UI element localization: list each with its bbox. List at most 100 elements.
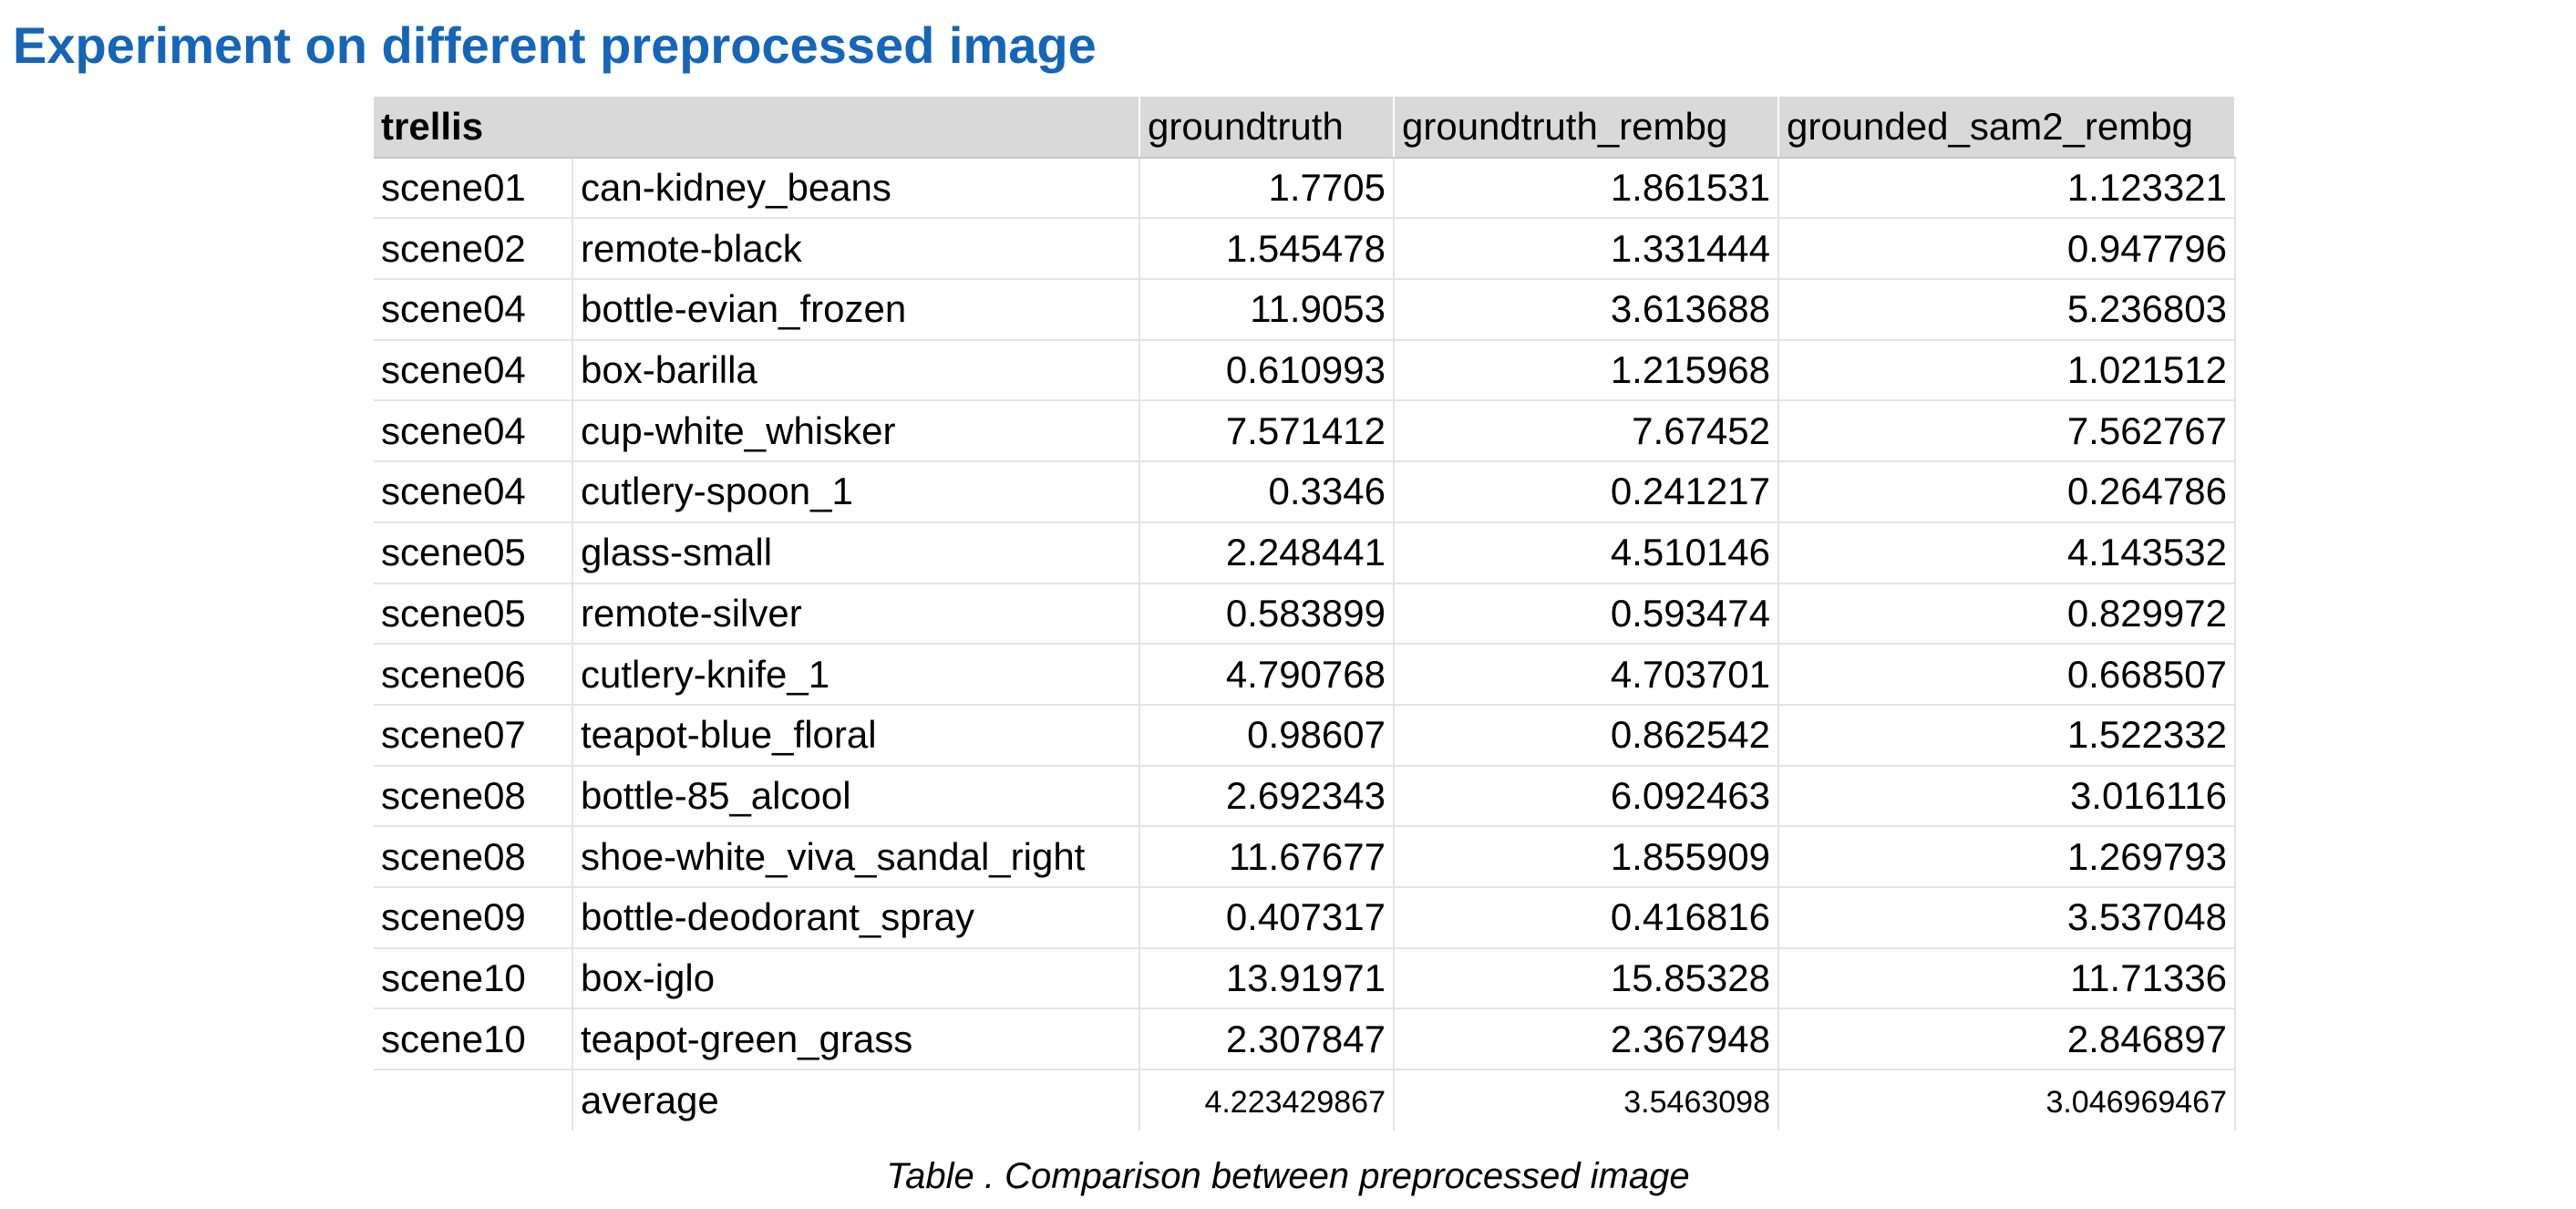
cell-scene: scene05 [374, 583, 573, 646]
table-caption: Table . Comparison between preprocessed … [886, 1156, 1690, 1196]
cell-object: bottle-deodorant_spray [572, 886, 1140, 949]
cell-groundtruth-rembg: 4.703701 [1394, 644, 1779, 706]
cell-groundtruth-rembg: 1.855909 [1394, 826, 1779, 888]
average-cell-groundtruth: 4.223429867 [1139, 1070, 1395, 1131]
cell-object: cutlery-knife_1 [572, 644, 1140, 706]
cell-groundtruth-rembg: 15.85328 [1394, 947, 1779, 1010]
cell-groundtruth: 13.91971 [1139, 947, 1395, 1010]
table-row: scene08 shoe-white_viva_sandal_right 11.67… [374, 826, 2236, 888]
average-cell-groundtruth-rembg: 3.5463098 [1394, 1070, 1779, 1131]
cell-scene: scene08 [374, 765, 573, 828]
results-table: trellis groundtruth groundtruth_rembg gr… [374, 97, 2236, 1131]
cell-groundtruth: 11.9053 [1139, 279, 1395, 341]
table-row: scene10 teapot-green_grass 2.307847 2.36794… [374, 1008, 2236, 1070]
cell-grounded-sam2-rembg: 11.71336 [1778, 947, 2236, 1010]
cell-groundtruth-rembg: 0.241217 [1394, 461, 1779, 523]
cell-groundtruth-rembg: 3.613688 [1394, 279, 1779, 341]
header-groundtruth-rembg: groundtruth_rembg [1394, 97, 1779, 159]
cell-grounded-sam2-rembg: 5.236803 [1778, 279, 2236, 341]
table-row: scene04 box-barilla 0.610993 1.215968 1.0215… [374, 339, 2236, 402]
cell-scene: scene04 [374, 279, 573, 341]
cell-object: teapot-blue_floral [572, 704, 1140, 767]
cell-grounded-sam2-rembg: 1.021512 [1778, 339, 2236, 402]
cell-object: glass-small [572, 522, 1140, 584]
table-row: scene06 cutlery-knife_1 4.790768 4.703701 0.… [374, 644, 2236, 706]
cell-object: cup-white_whisker [572, 400, 1140, 463]
cell-object: remote-silver [572, 583, 1140, 646]
table-row: scene01 can-kidney_beans 1.7705 1.861531 1.1… [374, 157, 2236, 220]
cell-groundtruth-rembg: 0.593474 [1394, 583, 1779, 646]
cell-scene: scene02 [374, 218, 573, 281]
cell-object: bottle-85_alcool [572, 765, 1140, 828]
results-table-container: trellis groundtruth groundtruth_rembg gr… [374, 97, 2236, 1131]
table-row: scene04 bottle-evian_frozen 11.9053 3.61368… [374, 279, 2236, 341]
cell-object: box-barilla [572, 339, 1140, 402]
cell-groundtruth-rembg: 1.215968 [1394, 339, 1779, 402]
cell-groundtruth: 11.67677 [1139, 826, 1395, 888]
cell-groundtruth: 0.407317 [1139, 886, 1395, 949]
table-row: scene07 teapot-blue_floral 0.98607 0.862542… [374, 704, 2236, 767]
header-model-label: trellis [374, 97, 1140, 159]
table-row: scene02 remote-black 1.545478 1.331444 0.947… [374, 218, 2236, 281]
cell-grounded-sam2-rembg: 0.947796 [1778, 218, 2236, 281]
table-body: scene01 can-kidney_beans 1.7705 1.861531 1.1… [374, 157, 2236, 1131]
cell-grounded-sam2-rembg: 0.668507 [1778, 644, 2236, 706]
cell-scene: scene05 [374, 522, 573, 584]
cell-grounded-sam2-rembg: 2.846897 [1778, 1008, 2236, 1070]
header-grounded-sam2-rembg: grounded_sam2_rembg [1778, 97, 2236, 159]
cell-groundtruth: 2.248441 [1139, 522, 1395, 584]
cell-groundtruth: 0.583899 [1139, 583, 1395, 646]
cell-grounded-sam2-rembg: 7.562767 [1778, 400, 2236, 463]
table-row: scene08 bottle-85_alcool 2.692343 6.092463 3… [374, 765, 2236, 828]
cell-scene: scene04 [374, 339, 573, 402]
average-row: average 4.223429867 3.5463098 3.046969467 [374, 1070, 2236, 1131]
cell-groundtruth: 0.3346 [1139, 461, 1395, 523]
cell-object: can-kidney_beans [572, 157, 1140, 220]
cell-groundtruth: 0.610993 [1139, 339, 1395, 402]
cell-object: box-iglo [572, 947, 1140, 1010]
cell-groundtruth-rembg: 7.67452 [1394, 400, 1779, 463]
cell-groundtruth-rembg: 1.861531 [1394, 157, 1779, 220]
cell-grounded-sam2-rembg: 0.264786 [1778, 461, 2236, 523]
cell-groundtruth: 7.571412 [1139, 400, 1395, 463]
header-groundtruth: groundtruth [1139, 97, 1395, 159]
average-empty-cell [374, 1070, 573, 1131]
cell-grounded-sam2-rembg: 1.123321 [1778, 157, 2236, 220]
cell-grounded-sam2-rembg: 3.537048 [1778, 886, 2236, 949]
table-header-row: trellis groundtruth groundtruth_rembg gr… [374, 97, 2236, 159]
cell-groundtruth: 2.692343 [1139, 765, 1395, 828]
table-row: scene04 cutlery-spoon_1 0.3346 0.241217 0.26… [374, 461, 2236, 523]
average-label: average [572, 1070, 1140, 1131]
cell-grounded-sam2-rembg: 1.269793 [1778, 826, 2236, 888]
cell-groundtruth-rembg: 1.331444 [1394, 218, 1779, 281]
cell-groundtruth-rembg: 0.416816 [1394, 886, 1779, 949]
cell-object: bottle-evian_frozen [572, 279, 1140, 341]
cell-scene: scene09 [374, 886, 573, 949]
cell-grounded-sam2-rembg: 0.829972 [1778, 583, 2236, 646]
page-title: Experiment on different preprocessed ima… [13, 16, 1097, 74]
cell-groundtruth: 1.7705 [1139, 157, 1395, 220]
cell-scene: scene06 [374, 644, 573, 706]
table-row: scene10 box-iglo 13.91971 15.85328 11.71336 [374, 947, 2236, 1010]
table-row: scene05 remote-silver 0.583899 0.593474 0.82… [374, 583, 2236, 646]
cell-grounded-sam2-rembg: 4.143532 [1778, 522, 2236, 584]
cell-scene: scene10 [374, 1008, 573, 1070]
average-cell-grounded-sam2-rembg: 3.046969467 [1778, 1070, 2236, 1131]
cell-groundtruth: 1.545478 [1139, 218, 1395, 281]
cell-scene: scene04 [374, 400, 573, 463]
cell-groundtruth: 4.790768 [1139, 644, 1395, 706]
cell-scene: scene04 [374, 461, 573, 523]
cell-scene: scene10 [374, 947, 573, 1010]
table-row: scene09 bottle-deodorant_spray 0.407317 0.4… [374, 886, 2236, 949]
cell-scene: scene01 [374, 157, 573, 220]
table-row: scene04 cup-white_whisker 7.571412 7.67452 7… [374, 400, 2236, 463]
cell-groundtruth: 2.307847 [1139, 1008, 1395, 1070]
cell-groundtruth: 0.98607 [1139, 704, 1395, 767]
cell-groundtruth-rembg: 6.092463 [1394, 765, 1779, 828]
cell-object: remote-black [572, 218, 1140, 281]
cell-scene: scene08 [374, 826, 573, 888]
cell-groundtruth-rembg: 0.862542 [1394, 704, 1779, 767]
cell-object: shoe-white_viva_sandal_right [572, 826, 1140, 888]
cell-scene: scene07 [374, 704, 573, 767]
cell-groundtruth-rembg: 2.367948 [1394, 1008, 1779, 1070]
